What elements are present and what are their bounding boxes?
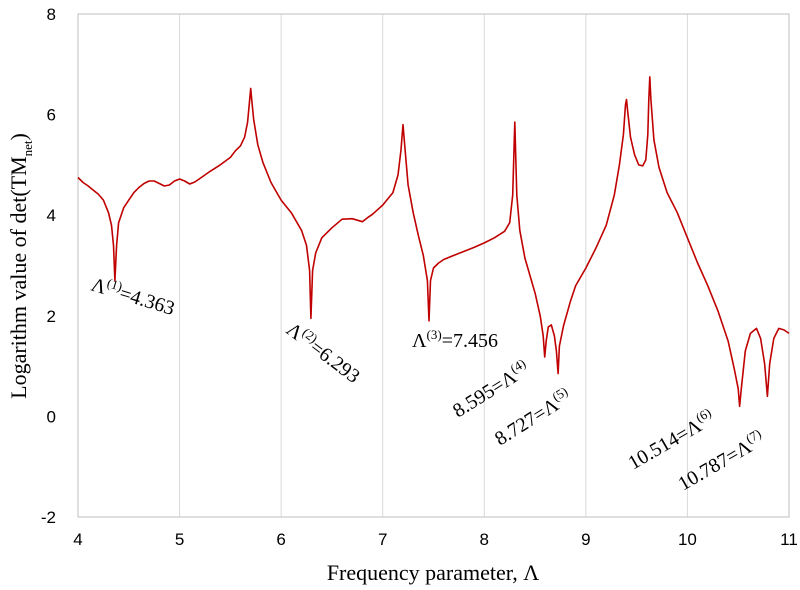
annotation-1: Λ(1)=4.363 <box>89 271 179 320</box>
x-tick-label: 7 <box>378 530 387 549</box>
y-tick-label: 0 <box>47 407 56 426</box>
annotation-sup: (4) <box>507 355 528 376</box>
annotation-base: 8.595=Λ <box>449 366 521 422</box>
grid-lines <box>179 14 688 517</box>
annotation-3: Λ(3)=7.456 <box>412 327 498 352</box>
y-tick-label: 4 <box>47 206 56 225</box>
annotation-sup: (6) <box>693 405 714 426</box>
series-line-0 <box>77 76 790 408</box>
annotation-sup: (5) <box>549 383 570 404</box>
x-tick-label: 4 <box>73 530 82 549</box>
annotation-tail: =7.456 <box>442 330 498 352</box>
annotation-sup: (7) <box>743 426 764 447</box>
y-tick-label: 2 <box>47 307 56 326</box>
x-tick-label: 5 <box>175 530 184 549</box>
x-tick-label: 8 <box>480 530 489 549</box>
annotation-sup: (1) <box>105 275 124 294</box>
y-axis-title: Logarithm value of det(TMnet) <box>6 133 35 399</box>
x-tick-label: 9 <box>581 530 590 549</box>
annotation-2: Λ(2)=6.293 <box>282 316 366 388</box>
y-tick-label: -2 <box>41 508 56 527</box>
plot-frame <box>77 13 790 518</box>
series-lines <box>77 76 790 408</box>
annotation-sup: (3) <box>427 327 442 342</box>
x-tick-label: 11 <box>780 530 798 549</box>
annotation-tail: =6.293 <box>306 336 364 387</box>
annotation-sup: (2) <box>300 325 321 346</box>
x-axis-title: Frequency parameter, Λ <box>327 560 539 585</box>
annotation-base: 8.727=Λ <box>491 394 563 450</box>
x-tick-label: 10 <box>678 530 697 549</box>
y-tick-labels: -2 0 2 4 6 8 <box>41 5 56 527</box>
y-tick-label: 6 <box>47 106 56 125</box>
annotation-base: Λ <box>89 274 110 299</box>
plot-border <box>77 13 790 518</box>
annotation-base: Λ <box>412 330 427 352</box>
x-tick-labels: 4 5 6 7 8 9 10 11 <box>73 530 798 549</box>
x-tick-label: 6 <box>276 530 285 549</box>
y-axis-title-sub: net <box>20 140 35 156</box>
annotation-tail: =4.363 <box>117 282 177 319</box>
y-tick-label: 8 <box>47 5 56 24</box>
y-axis-title-main: Logarithm value of det(TM <box>6 156 31 399</box>
y-axis-title-close: ) <box>6 133 31 140</box>
